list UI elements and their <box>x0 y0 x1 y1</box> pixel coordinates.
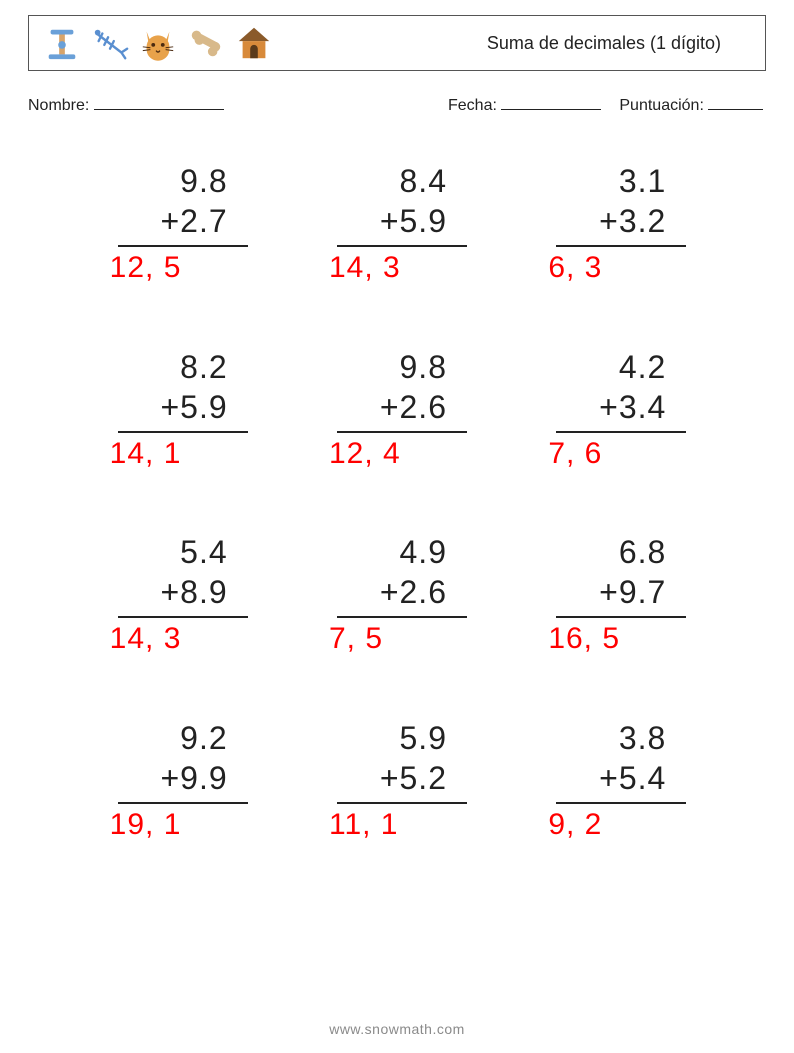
meta-row: Nombre: Fecha: Puntuación: <box>28 95 766 115</box>
operand-bottom: +3.2 <box>536 201 696 241</box>
problem-rule <box>337 802 467 804</box>
operand-top: 9.8 <box>317 347 477 387</box>
problem-rule <box>556 431 686 433</box>
answer: 11, 1 <box>317 806 477 844</box>
problem: 4.2 +3.4 7, 6 <box>536 347 696 473</box>
answer: 6, 3 <box>536 249 696 287</box>
header-icons <box>43 24 273 62</box>
bone-icon <box>187 24 225 62</box>
operand-bottom: +5.2 <box>317 758 477 798</box>
problem-rule <box>337 431 467 433</box>
operand-bottom: +2.6 <box>317 572 477 612</box>
problem: 5.9 +5.2 11, 1 <box>317 718 477 844</box>
answer: 14, 1 <box>98 435 258 473</box>
operand-top: 5.4 <box>98 532 258 572</box>
score-label: Puntuación: <box>619 97 704 114</box>
problem-rule <box>556 616 686 618</box>
answer: 14, 3 <box>98 620 258 658</box>
operand-bottom: +5.9 <box>98 387 258 427</box>
problem: 5.4 +8.9 14, 3 <box>98 532 258 658</box>
problem-rule <box>337 616 467 618</box>
score-blank <box>708 95 763 110</box>
operand-top: 4.9 <box>317 532 477 572</box>
date-blank <box>501 95 601 110</box>
operand-top: 3.1 <box>536 161 696 201</box>
problem-rule <box>118 245 248 247</box>
date-label: Fecha: <box>448 97 497 114</box>
answer: 19, 1 <box>98 806 258 844</box>
answer: 7, 6 <box>536 435 696 473</box>
problem: 9.8 +2.6 12, 4 <box>317 347 477 473</box>
doghouse-icon <box>235 24 273 62</box>
problem-rule <box>556 802 686 804</box>
operand-top: 5.9 <box>317 718 477 758</box>
cat-face-icon <box>139 24 177 62</box>
answer: 12, 5 <box>98 249 258 287</box>
operand-bottom: +2.6 <box>317 387 477 427</box>
problem-rule <box>118 431 248 433</box>
worksheet-page: Suma de decimales (1 dígito) Nombre: Fec… <box>0 0 794 1053</box>
operand-top: 4.2 <box>536 347 696 387</box>
operand-top: 9.2 <box>98 718 258 758</box>
operand-bottom: +5.9 <box>317 201 477 241</box>
problem: 8.4 +5.9 14, 3 <box>317 161 477 287</box>
problem-rule <box>337 245 467 247</box>
operand-top: 9.8 <box>98 161 258 201</box>
fishbone-icon <box>91 24 129 62</box>
answer: 12, 4 <box>317 435 477 473</box>
name-label: Nombre: <box>28 97 89 114</box>
footer-url: www.snowmath.com <box>0 1021 794 1037</box>
operand-top: 6.8 <box>536 532 696 572</box>
problem-rule <box>118 616 248 618</box>
answer: 7, 5 <box>317 620 477 658</box>
operand-bottom: +9.7 <box>536 572 696 612</box>
answer: 9, 2 <box>536 806 696 844</box>
problem: 6.8 +9.7 16, 5 <box>536 532 696 658</box>
operand-top: 8.2 <box>98 347 258 387</box>
operand-bottom: +3.4 <box>536 387 696 427</box>
problem-rule <box>556 245 686 247</box>
operand-bottom: +8.9 <box>98 572 258 612</box>
answer: 14, 3 <box>317 249 477 287</box>
operand-bottom: +2.7 <box>98 201 258 241</box>
problem: 4.9 +2.6 7, 5 <box>317 532 477 658</box>
worksheet-title: Suma de decimales (1 dígito) <box>487 33 751 54</box>
problem-rule <box>118 802 248 804</box>
problem: 3.1 +3.2 6, 3 <box>536 161 696 287</box>
operand-bottom: +5.4 <box>536 758 696 798</box>
name-blank <box>94 95 224 110</box>
cat-tree-icon <box>43 24 81 62</box>
problems-grid: 9.8 +2.7 12, 5 8.4 +5.9 14, 3 3.1 +3.2 6… <box>28 161 766 843</box>
problem: 9.2 +9.9 19, 1 <box>98 718 258 844</box>
problem: 8.2 +5.9 14, 1 <box>98 347 258 473</box>
operand-bottom: +9.9 <box>98 758 258 798</box>
operand-top: 3.8 <box>536 718 696 758</box>
operand-top: 8.4 <box>317 161 477 201</box>
header-bar: Suma de decimales (1 dígito) <box>28 15 766 71</box>
problem: 3.8 +5.4 9, 2 <box>536 718 696 844</box>
answer: 16, 5 <box>536 620 696 658</box>
problem: 9.8 +2.7 12, 5 <box>98 161 258 287</box>
